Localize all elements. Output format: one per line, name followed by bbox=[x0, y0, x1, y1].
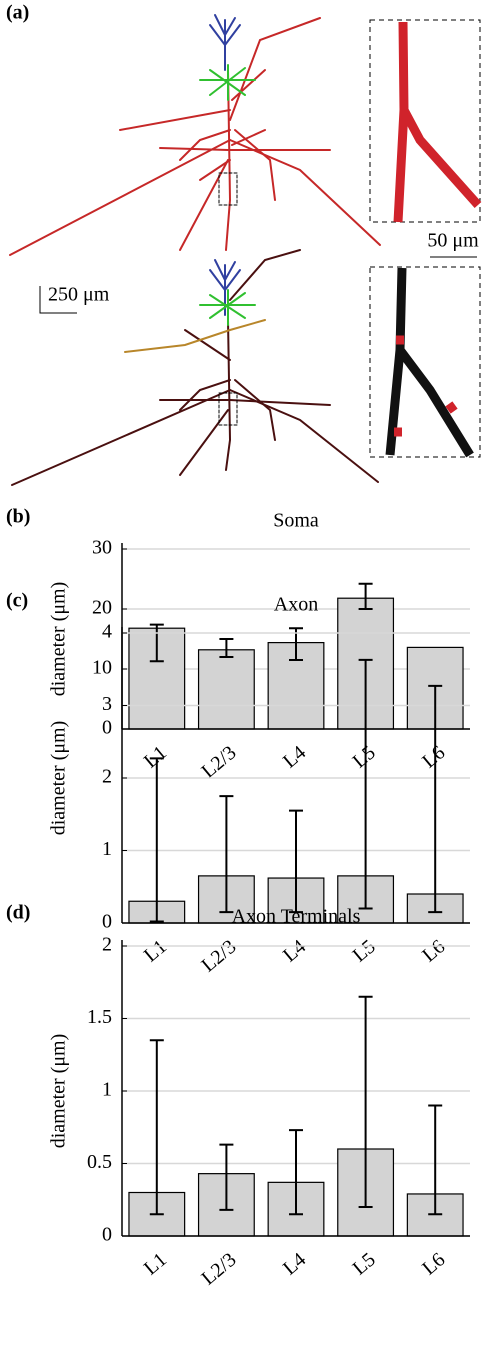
panel-label: (b) bbox=[6, 506, 30, 528]
inset-branch bbox=[385, 267, 474, 458]
x-tick-label: L4 bbox=[279, 1248, 310, 1279]
y-tick-label: 3 bbox=[102, 693, 112, 715]
x-tick-label: L5 bbox=[349, 1248, 380, 1279]
neuron-bottom bbox=[11, 249, 379, 486]
panel-label: (c) bbox=[6, 590, 28, 612]
x-tick-label: L4 bbox=[279, 935, 310, 966]
error-bar bbox=[149, 623, 164, 663]
x-tick-label: L6 bbox=[418, 935, 449, 966]
chart-title: Soma bbox=[273, 510, 319, 532]
y-axis-label: diameter (μm) bbox=[48, 582, 70, 697]
error-bar bbox=[219, 638, 234, 658]
error-bar bbox=[358, 995, 373, 1208]
chart-title: Axon bbox=[274, 594, 318, 616]
y-tick-label: 30 bbox=[92, 537, 112, 559]
y-tick-label: 0.5 bbox=[87, 1151, 112, 1173]
y-tick-label: 1.5 bbox=[87, 1006, 112, 1028]
y-tick-label: 0 bbox=[102, 717, 112, 739]
panel-label: (a) bbox=[6, 2, 29, 24]
x-tick-label: L5 bbox=[349, 935, 380, 966]
y-tick-label: 10 bbox=[92, 657, 112, 679]
error-bar bbox=[428, 1104, 443, 1216]
inset-branch bbox=[393, 21, 482, 223]
error-bar bbox=[149, 757, 164, 923]
inset-highlight bbox=[394, 335, 458, 437]
x-tick-label: L6 bbox=[418, 1248, 449, 1279]
x-tick-label: L1 bbox=[140, 741, 171, 772]
error-bar bbox=[219, 795, 234, 914]
y-axis-label: diameter (μm) bbox=[48, 721, 70, 836]
y-tick-label: 2 bbox=[102, 934, 112, 956]
y-tick-label: 0 bbox=[102, 1224, 112, 1246]
neuron-top bbox=[9, 14, 381, 256]
x-tick-label: L1 bbox=[140, 1248, 171, 1279]
inset-box bbox=[369, 19, 481, 223]
x-tick-label: L2/3 bbox=[197, 741, 240, 782]
chart-title: Axon Terminals bbox=[232, 906, 361, 928]
panel-label: (d) bbox=[6, 902, 30, 924]
x-tick-label: L2/3 bbox=[197, 935, 240, 976]
x-tick-label: L4 bbox=[279, 741, 310, 772]
error-bar bbox=[289, 1129, 303, 1216]
error-bar bbox=[149, 1039, 164, 1216]
x-tick-label: L2/3 bbox=[197, 1248, 240, 1289]
inset-box bbox=[369, 266, 481, 458]
y-axis-label: diameter (μm) bbox=[48, 1034, 70, 1149]
x-tick-label: L1 bbox=[140, 935, 171, 966]
error-bar bbox=[289, 809, 303, 914]
bar bbox=[197, 649, 255, 730]
error-bar bbox=[358, 582, 373, 610]
x-tick-label: L6 bbox=[418, 741, 449, 772]
y-tick-label: 2 bbox=[102, 766, 112, 788]
y-tick-label: 4 bbox=[102, 621, 112, 643]
y-tick-label: 1 bbox=[102, 1079, 112, 1101]
error-bar bbox=[428, 684, 443, 914]
y-tick-label: 0 bbox=[102, 911, 112, 933]
scale-label: 250 μm bbox=[48, 284, 110, 306]
scale-label: 50 μm bbox=[427, 230, 479, 252]
y-tick-label: 1 bbox=[102, 838, 112, 860]
error-bar bbox=[358, 658, 373, 910]
x-tick-label: L5 bbox=[349, 741, 380, 772]
error-bar bbox=[219, 1143, 234, 1211]
scale-bar bbox=[39, 286, 77, 314]
y-tick-label: 20 bbox=[92, 597, 112, 619]
